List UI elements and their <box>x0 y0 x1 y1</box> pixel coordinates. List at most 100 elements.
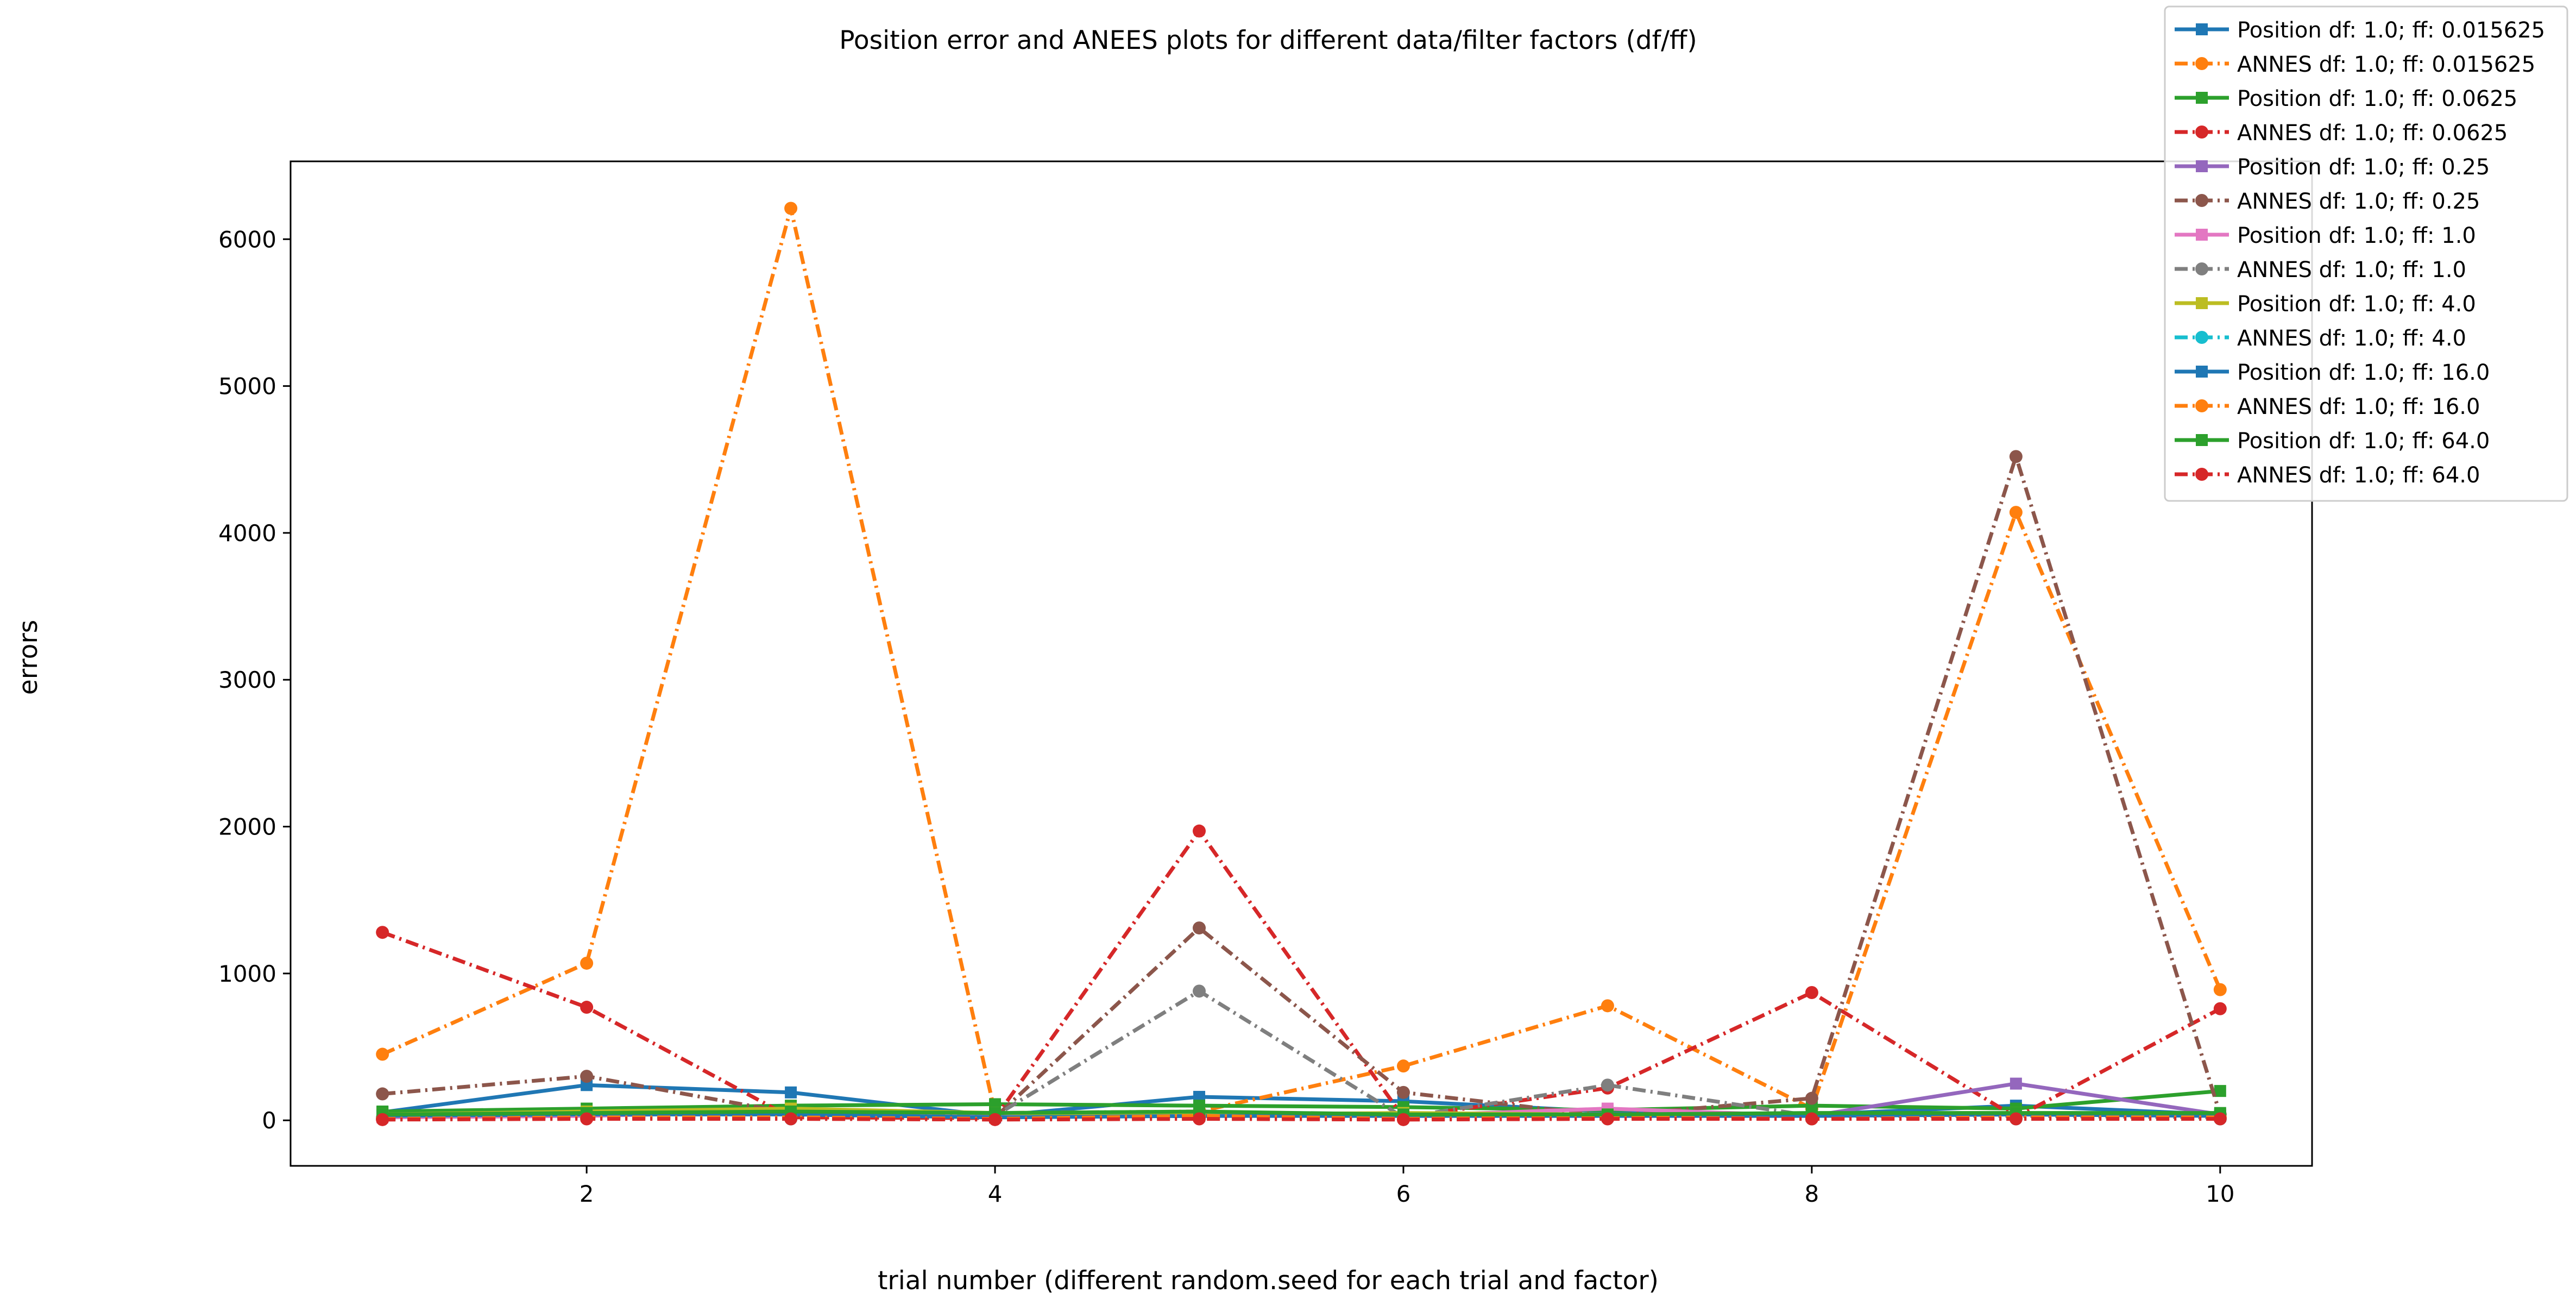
data-point <box>376 1087 389 1101</box>
legend-entry: Position df: 1.0; ff: 0.015625 <box>2175 18 2545 43</box>
series-8 <box>376 984 2227 1124</box>
series-line <box>382 1109 2220 1116</box>
legend-marker <box>2196 297 2208 309</box>
data-point <box>376 1047 389 1061</box>
legend-label: Position df: 1.0; ff: 16.0 <box>2237 360 2490 385</box>
legend-label: ANNES df: 1.0; ff: 4.0 <box>2237 326 2466 351</box>
legend-entry: Position df: 1.0; ff: 64.0 <box>2175 429 2490 454</box>
legend-label: Position df: 1.0; ff: 64.0 <box>2237 429 2490 454</box>
legend-label: ANNES df: 1.0; ff: 0.015625 <box>2237 52 2535 77</box>
data-point <box>1193 824 1206 838</box>
legend-marker <box>2195 262 2208 275</box>
series-line <box>382 1089 2221 1114</box>
data-point <box>581 1079 593 1091</box>
series-6 <box>376 450 2227 1124</box>
legend-marker <box>2195 468 2208 481</box>
data-point <box>376 926 389 939</box>
y-tick-label: 2000 <box>218 814 276 840</box>
data-point <box>376 1113 389 1126</box>
data-point <box>2214 1085 2226 1097</box>
data-point <box>1193 984 1206 998</box>
data-point <box>2010 1077 2022 1090</box>
legend-marker <box>2195 125 2208 139</box>
legend-entry: ANNES df: 1.0; ff: 16.0 <box>2175 394 2480 419</box>
axes-frame <box>289 160 2313 1167</box>
data-point <box>1193 921 1206 935</box>
y-tick-label: 3000 <box>218 667 276 693</box>
data-point <box>988 1113 1002 1126</box>
legend-label: Position df: 1.0; ff: 4.0 <box>2237 292 2476 317</box>
y-axis: 0 1000 2000 3000 4000 5000 6000 <box>218 226 291 1134</box>
legend-marker <box>2196 229 2208 241</box>
legend-entry: Position df: 1.0; ff: 1.0 <box>2175 223 2476 248</box>
x-tick-label: 10 <box>2206 1181 2234 1207</box>
legend-marker <box>2196 366 2208 378</box>
legend-label: Position df: 1.0; ff: 0.015625 <box>2237 18 2545 43</box>
legend-label: Position df: 1.0; ff: 0.25 <box>2237 155 2490 180</box>
series-line <box>381 829 2221 1120</box>
legend-entry: Position df: 1.0; ff: 16.0 <box>2175 360 2490 385</box>
data-point <box>2213 1112 2227 1126</box>
x-tick-label: 2 <box>580 1181 594 1207</box>
series-line <box>382 454 2222 1120</box>
data-point <box>1396 1113 1410 1126</box>
y-tick-label: 5000 <box>218 373 276 400</box>
legend-marker <box>2196 434 2208 446</box>
legend-label: Position df: 1.0; ff: 1.0 <box>2237 223 2476 248</box>
y-tick-label: 6000 <box>218 226 276 253</box>
series-line <box>381 206 2222 1115</box>
series-14 <box>376 1112 2227 1126</box>
data-point <box>1805 986 1818 1000</box>
legend: Position df: 1.0; ff: 0.015625 ANNES df: … <box>2164 5 2568 502</box>
legend-label: ANNES df: 1.0; ff: 64.0 <box>2237 463 2480 488</box>
data-point <box>1805 1091 1818 1105</box>
legend-marker <box>2195 57 2208 70</box>
data-point <box>1601 1112 1614 1126</box>
y-tick-label: 4000 <box>218 520 276 547</box>
legend-marker <box>2196 160 2208 172</box>
data-point <box>580 1112 594 1126</box>
data-point <box>2213 1002 2227 1015</box>
legend-entry: Position df: 1.0; ff: 4.0 <box>2175 292 2476 317</box>
legend-marker <box>2195 194 2208 207</box>
data-point <box>2009 450 2023 463</box>
legend-entry: ANNES df: 1.0; ff: 64.0 <box>2175 463 2480 488</box>
legend-entry: ANNES df: 1.0; ff: 0.25 <box>2175 189 2480 214</box>
y-axis-label: errors <box>14 620 43 695</box>
legend-entry: ANNES df: 1.0; ff: 4.0 <box>2175 326 2466 351</box>
series-4 <box>376 824 2227 1125</box>
data-point <box>784 202 798 215</box>
series-line <box>382 1083 2220 1118</box>
data-point <box>784 1112 798 1126</box>
y-tick-label: 0 <box>262 1107 276 1134</box>
legend-label: ANNES df: 1.0; ff: 0.0625 <box>2237 121 2508 146</box>
data-point <box>1396 1085 1410 1099</box>
data-point <box>1805 1112 1818 1126</box>
legend-marker <box>2196 92 2208 104</box>
data-point <box>1601 999 1614 1013</box>
plot-area <box>376 202 2227 1126</box>
data-point <box>580 1001 594 1014</box>
x-axis: 2 4 6 8 10 <box>580 1166 2235 1207</box>
data-point <box>2009 506 2023 519</box>
chart-title: Position error and ANEES plots for diffe… <box>839 26 1697 55</box>
legend-label: ANNES df: 1.0; ff: 1.0 <box>2237 258 2466 283</box>
legend-entry: ANNES df: 1.0; ff: 0.0625 <box>2175 121 2508 146</box>
legend-entry: ANNES df: 1.0; ff: 0.015625 <box>2175 52 2535 77</box>
data-point <box>1601 1078 1614 1092</box>
legend-marker <box>2195 331 2208 344</box>
x-tick-label: 6 <box>1396 1181 1411 1207</box>
data-point <box>580 956 594 970</box>
legend-marker <box>2196 23 2208 35</box>
y-tick-label: 1000 <box>218 961 276 987</box>
legend-entry: Position df: 1.0; ff: 0.0625 <box>2175 86 2517 111</box>
legend-entry: Position df: 1.0; ff: 0.25 <box>2175 155 2490 180</box>
legend-label: Position df: 1.0; ff: 0.0625 <box>2237 86 2517 111</box>
x-tick-label: 8 <box>1805 1181 1819 1207</box>
data-point <box>2009 1112 2023 1126</box>
data-point <box>580 1070 594 1083</box>
x-axis-label: trial number (different random.seed for … <box>878 1266 1659 1296</box>
data-point <box>1193 1112 1206 1126</box>
legend-entry: ANNES df: 1.0; ff: 1.0 <box>2175 258 2466 283</box>
